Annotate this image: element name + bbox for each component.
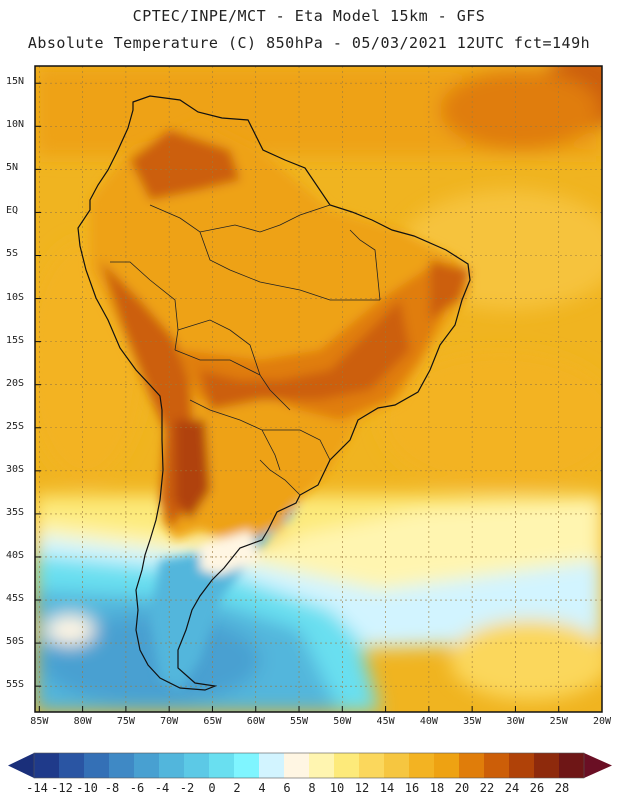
colorbar-tick-label: 28	[554, 781, 570, 795]
colorbar-tick-label: 20	[454, 781, 470, 795]
colorbar-swatch	[134, 753, 160, 778]
colorbar-tick-label: 26	[529, 781, 545, 795]
field-ne-brazil-hot	[430, 260, 470, 320]
field-atlantic-subtrop	[380, 350, 602, 490]
lat-tick-label: 30S	[6, 463, 25, 475]
field-andes-hot	[100, 260, 195, 530]
lon-tick-label: 75W	[116, 716, 135, 727]
lon-tick-label: 50W	[333, 716, 352, 727]
colorbar-tick-label: 14	[379, 781, 395, 795]
lat-tick-label: 55S	[6, 679, 25, 691]
chart-title-line2: Absolute Temperature (C) 850hPa - 05/03/…	[27, 34, 591, 52]
map-frame	[34, 65, 603, 713]
lat-tick-label: 15N	[6, 76, 25, 88]
coastline	[77, 95, 471, 691]
field-patagonia	[150, 500, 300, 690]
colorbar-tick-label: 18	[429, 781, 445, 795]
lon-tick-label: 25W	[549, 716, 568, 727]
colorbar-swatch	[509, 753, 535, 778]
colorbar-swatch	[234, 753, 260, 778]
lon-tick-label: 85W	[30, 716, 49, 727]
colorbar	[8, 752, 612, 779]
lat-tick-label: 40S	[6, 549, 25, 561]
lon-tick-label: 40W	[419, 716, 438, 727]
colorbar-swatch	[384, 753, 410, 778]
lon-tick-label: 80W	[73, 716, 92, 727]
colorbar-low-arrow	[8, 753, 34, 778]
colorbar-swatch	[209, 753, 235, 778]
lat-tick-label: 25S	[6, 420, 25, 432]
colorbar-tick-label: 16	[404, 781, 420, 795]
field-central-hot	[200, 300, 410, 410]
colorbar-tick-label: 8	[308, 781, 316, 795]
colorbar-tick-label: -12	[51, 781, 73, 795]
colorbar-swatch	[159, 753, 185, 778]
colorbar-swatch	[434, 753, 460, 778]
colorbar-tick-label: 6	[283, 781, 291, 795]
colorbar-tick-label: -2	[179, 781, 195, 795]
field-pacific-cool-patch	[45, 615, 95, 645]
lat-tick-label: 10S	[6, 291, 25, 303]
colorbar-swatch	[109, 753, 135, 778]
lat-tick-label: 50S	[6, 636, 25, 648]
lon-tick-label: 20W	[592, 716, 612, 727]
colorbar-swatch	[359, 753, 385, 778]
colorbar-tick-label: -10	[76, 781, 98, 795]
colorbar-frame	[33, 752, 585, 779]
colorbar-tick-label: 2	[233, 781, 241, 795]
lon-tick-label: 55W	[289, 716, 309, 727]
colorbar-swatch	[409, 753, 435, 778]
colorbar-tick-label: 4	[258, 781, 266, 795]
colorbar-swatch	[309, 753, 335, 778]
lat-tick-label: 5S	[6, 248, 19, 260]
colorbar-tick-label: 0	[208, 781, 216, 795]
colorbar-tick-label: 12	[354, 781, 370, 795]
lon-tick-label: 70W	[160, 716, 179, 727]
lat-tick-label: 15S	[6, 334, 25, 346]
lat-tick-label: 5N	[6, 162, 19, 174]
field-ne-warm	[440, 70, 600, 150]
field-chaco-hot	[175, 420, 210, 520]
lon-tick-label: 30W	[506, 716, 525, 727]
colorbar-swatch	[59, 753, 85, 778]
colorbar-swatch	[484, 753, 510, 778]
lon-tick-label: 60W	[246, 716, 265, 727]
lat-tick-label: 10N	[6, 119, 25, 131]
colorbar-tick-label: 10	[329, 781, 345, 795]
lat-tick-label: 20S	[6, 377, 25, 389]
field-south-atlantic-warm	[450, 620, 602, 700]
colorbar-swatch	[459, 753, 485, 778]
lat-tick-label: 45S	[6, 593, 25, 605]
colorbar-swatch	[259, 753, 285, 778]
field-patagonia-north	[200, 530, 260, 575]
colorbar-tick-label: -6	[129, 781, 145, 795]
colorbar-high-arrow	[584, 753, 612, 778]
colorbar-tick-label: -8	[104, 781, 120, 795]
axis-ticks	[35, 82, 603, 712]
colorbar-swatch	[534, 753, 560, 778]
lat-tick-label: EQ	[6, 205, 19, 217]
colorbar-swatch	[84, 753, 110, 778]
temperature-field	[35, 66, 602, 712]
colorbar-swatch	[34, 753, 60, 778]
colorbar-tick-label: -4	[154, 781, 170, 795]
lon-tick-label: 45W	[376, 716, 395, 727]
country-borders	[110, 204, 381, 496]
lat-tick-label: 35S	[6, 506, 25, 518]
colorbar-tick-label: -14	[26, 781, 48, 795]
colorbar-swatch	[559, 753, 585, 778]
colorbar-tick-label: 24	[504, 781, 520, 795]
chart-title-line1: CPTEC/INPE/MCT - Eta Model 15km - GFS	[132, 7, 486, 25]
colorbar-swatch	[284, 753, 310, 778]
colorbar-swatch	[334, 753, 360, 778]
lon-tick-label: 65W	[203, 716, 222, 727]
colorbar-tick-label: 22	[479, 781, 495, 795]
lon-tick-label: 35W	[463, 716, 482, 727]
colorbar-swatch	[184, 753, 210, 778]
